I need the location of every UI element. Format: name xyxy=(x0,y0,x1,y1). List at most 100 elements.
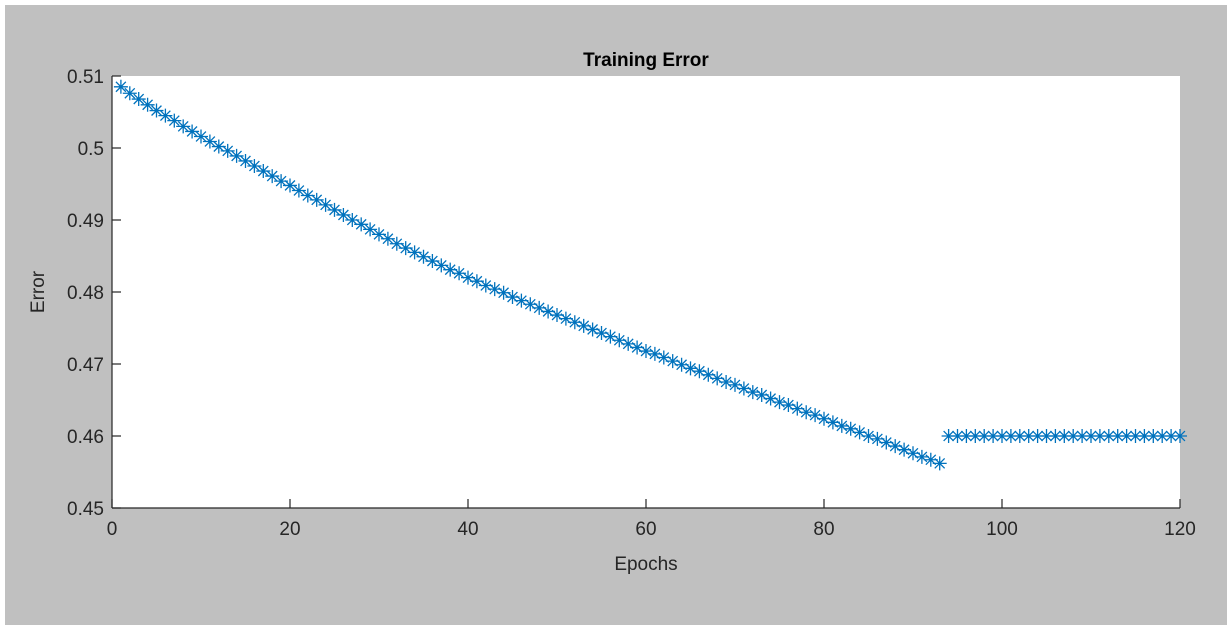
data-point xyxy=(941,429,956,443)
data-point xyxy=(220,143,235,158)
data-point xyxy=(799,405,814,420)
data-point xyxy=(692,364,707,379)
data-point xyxy=(665,354,680,369)
x-axis-label: Epochs xyxy=(614,554,677,575)
data-point xyxy=(932,456,947,471)
data-point xyxy=(1119,429,1134,443)
x-tick-label: 0 xyxy=(107,519,118,540)
data-point xyxy=(1012,429,1027,443)
y-tick-label: 0.46 xyxy=(67,427,104,448)
data-point xyxy=(950,429,965,443)
data-point xyxy=(754,387,769,402)
data-point xyxy=(914,449,929,464)
x-tick-label: 100 xyxy=(986,519,1018,540)
x-tick-label: 80 xyxy=(813,519,834,540)
data-point xyxy=(897,442,912,457)
data-point xyxy=(1110,429,1125,443)
data-point xyxy=(1101,429,1116,443)
data-series xyxy=(113,79,1187,471)
data-point xyxy=(977,429,992,443)
data-point xyxy=(113,79,128,94)
data-point xyxy=(327,202,342,217)
data-point xyxy=(1173,429,1187,443)
plot-area xyxy=(112,76,1180,508)
x-tick-label: 120 xyxy=(1164,519,1196,540)
data-point xyxy=(345,213,360,227)
data-point xyxy=(487,282,502,297)
data-point xyxy=(585,322,600,337)
data-point xyxy=(647,346,662,361)
data-point xyxy=(309,192,324,207)
y-tick-label: 0.47 xyxy=(67,355,104,376)
data-point xyxy=(1066,429,1081,443)
data-point xyxy=(274,174,289,189)
data-point xyxy=(354,217,369,232)
data-point xyxy=(363,222,378,237)
data-point xyxy=(1137,429,1152,443)
data-point xyxy=(603,329,618,344)
data-point xyxy=(283,178,297,193)
data-point xyxy=(879,435,894,450)
data-point xyxy=(131,92,146,107)
data-point xyxy=(576,318,591,333)
data-point xyxy=(140,97,155,112)
data-point xyxy=(1021,429,1036,443)
data-point xyxy=(416,249,431,264)
data-point xyxy=(558,311,573,326)
y-axis-label: Error xyxy=(28,270,49,313)
y-tick-label: 0.5 xyxy=(78,139,104,160)
data-point xyxy=(674,357,689,372)
data-point xyxy=(167,113,182,128)
data-point xyxy=(229,148,244,163)
data-point xyxy=(185,124,200,139)
data-point xyxy=(194,129,208,144)
data-point xyxy=(256,164,271,179)
data-point xyxy=(434,258,449,273)
data-point xyxy=(612,333,627,348)
data-point xyxy=(808,408,823,423)
data-point xyxy=(202,134,217,149)
y-tick-label: 0.49 xyxy=(67,211,104,232)
data-point xyxy=(656,350,671,365)
data-point xyxy=(541,304,556,319)
data-point xyxy=(380,231,395,246)
data-point xyxy=(149,103,164,118)
data-point xyxy=(1146,429,1161,443)
data-point xyxy=(861,429,876,443)
data-point xyxy=(968,429,983,443)
data-point xyxy=(790,401,805,416)
data-point xyxy=(1030,429,1045,443)
data-point xyxy=(959,429,974,443)
data-point xyxy=(372,227,386,242)
data-point xyxy=(469,274,484,289)
data-point xyxy=(1075,429,1090,443)
data-point xyxy=(1003,429,1018,443)
data-point xyxy=(158,108,173,123)
data-point xyxy=(1048,429,1063,443)
data-point xyxy=(630,340,645,355)
data-point xyxy=(452,266,467,281)
data-point xyxy=(763,391,778,406)
y-axis-ticks: 0.45 0.46 0.47 0.48 0.49 0.5 0.51 xyxy=(67,67,121,520)
data-point xyxy=(176,119,191,134)
chart-title: Training Error xyxy=(583,50,709,71)
data-point xyxy=(1128,429,1143,443)
data-point xyxy=(1057,429,1072,443)
data-point xyxy=(728,377,742,392)
data-point xyxy=(461,270,475,285)
data-point xyxy=(238,153,253,168)
data-point xyxy=(505,290,520,305)
data-point xyxy=(300,188,315,203)
data-point xyxy=(736,381,751,396)
x-tick-label: 20 xyxy=(279,519,300,540)
data-point xyxy=(986,429,1001,443)
data-point xyxy=(1084,429,1098,443)
data-point xyxy=(719,375,734,389)
data-point xyxy=(291,183,306,198)
data-point xyxy=(710,371,725,386)
data-point xyxy=(621,336,636,351)
data-point xyxy=(995,429,1009,443)
data-point xyxy=(852,425,867,440)
data-point xyxy=(398,241,413,256)
